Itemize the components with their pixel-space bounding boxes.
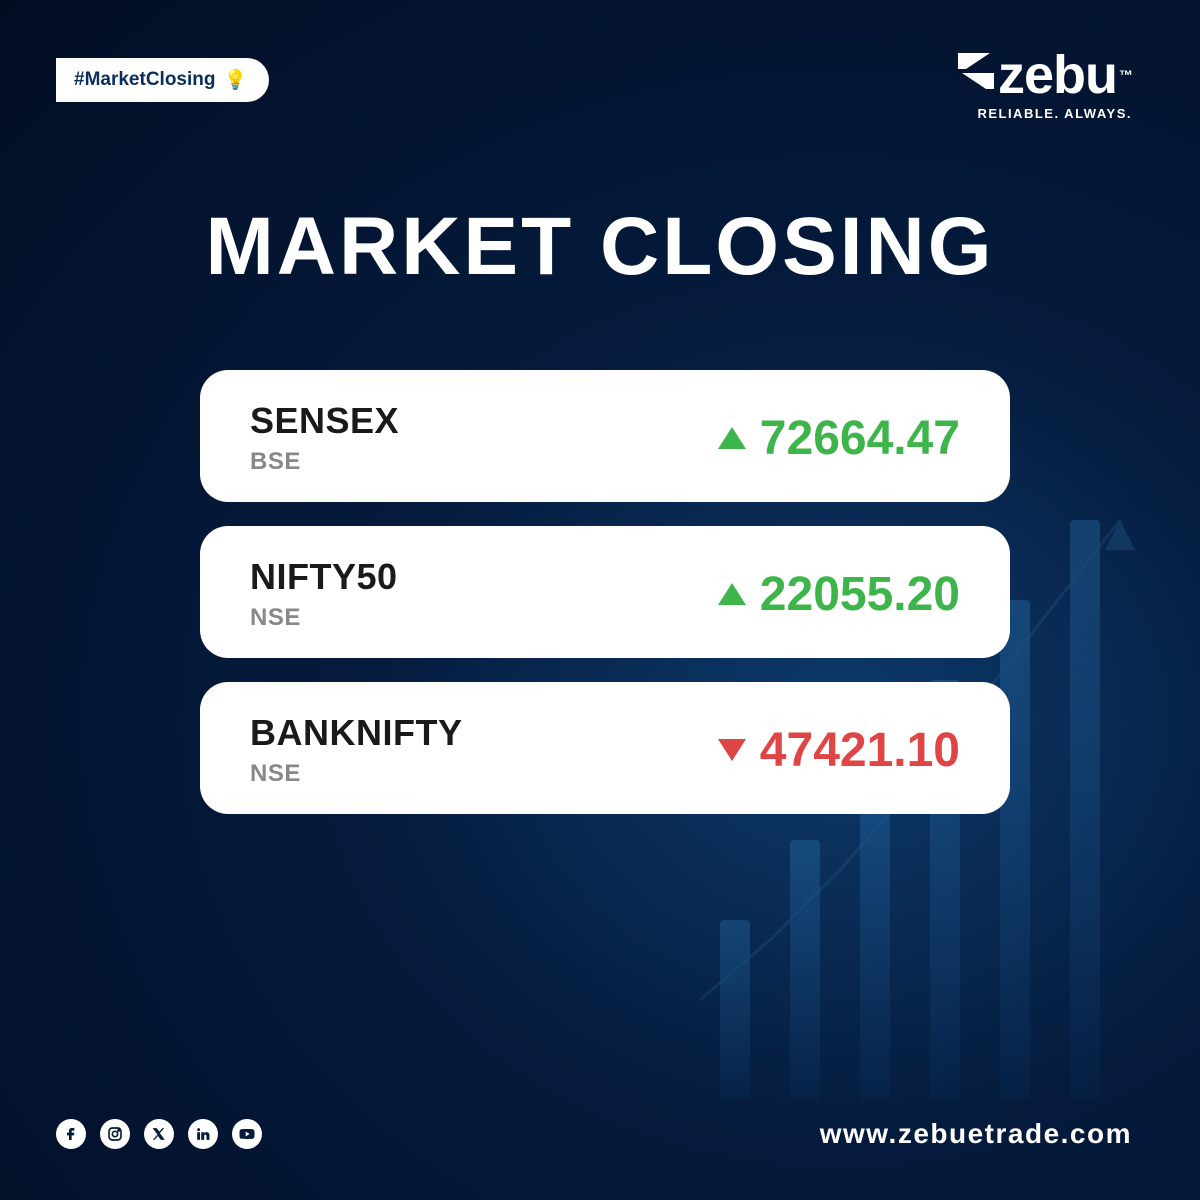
logo-chevron-icon <box>956 48 996 102</box>
x-icon[interactable] <box>144 1119 174 1149</box>
bg-bar <box>1070 520 1100 1100</box>
footer: www.zebuetrade.com <box>56 1118 1132 1150</box>
index-card: SENSEX BSE 72664.47 <box>200 370 1010 502</box>
youtube-icon[interactable] <box>232 1119 262 1149</box>
hashtag-text: #MarketClosing <box>74 69 215 91</box>
index-card: BANKNIFTY NSE 47421.10 <box>200 682 1010 814</box>
index-exchange: NSE <box>250 760 462 788</box>
index-name: NIFTY50 <box>250 556 398 598</box>
index-exchange: BSE <box>250 448 399 476</box>
index-card: NIFTY50 NSE 22055.20 <box>200 526 1010 658</box>
instagram-icon[interactable] <box>100 1119 130 1149</box>
logo-tagline: RELIABLE. ALWAYS. <box>956 106 1132 121</box>
index-exchange: NSE <box>250 604 398 632</box>
index-value: 47421.10 <box>760 723 960 778</box>
linkedin-icon[interactable] <box>188 1119 218 1149</box>
bulb-icon: 💡 <box>223 68 247 92</box>
index-name: BANKNIFTY <box>250 712 462 754</box>
social-icons <box>56 1119 262 1149</box>
website-url: www.zebuetrade.com <box>820 1118 1132 1150</box>
facebook-icon[interactable] <box>56 1119 86 1149</box>
arrow-down-icon <box>718 739 746 761</box>
brand-logo: zebu ™ RELIABLE. ALWAYS. <box>956 48 1132 121</box>
bg-bar <box>720 920 750 1100</box>
index-value: 22055.20 <box>760 567 960 622</box>
index-value: 72664.47 <box>760 411 960 466</box>
page-title: MARKET CLOSING <box>0 200 1200 294</box>
index-name: SENSEX <box>250 400 399 442</box>
trademark: ™ <box>1119 68 1132 82</box>
arrow-up-icon <box>718 583 746 605</box>
logo-name: zebu ™ <box>956 48 1132 102</box>
arrow-up-icon <box>718 427 746 449</box>
bg-bar <box>790 840 820 1100</box>
index-cards: SENSEX BSE 72664.47 NIFTY50 NSE 22055.20 BANKN… <box>200 370 1010 814</box>
hashtag-badge: #MarketClosing 💡 <box>56 58 269 102</box>
